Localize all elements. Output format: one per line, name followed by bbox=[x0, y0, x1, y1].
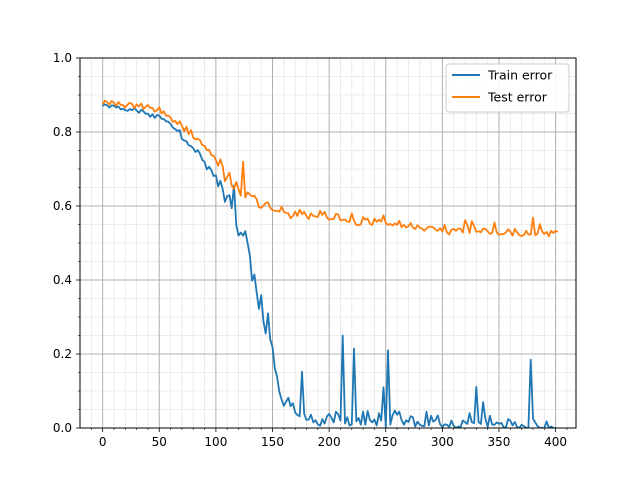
y-axis: 0.0 0.2 0.4 0.6 0.8 1.0 bbox=[53, 51, 80, 435]
y-tick-label: 0.2 bbox=[53, 347, 72, 361]
x-tick-label: 0 bbox=[99, 435, 107, 449]
y-tick-label: 0.8 bbox=[53, 125, 72, 139]
series-line-test-error bbox=[101, 99, 559, 238]
legend-label: Test error bbox=[487, 90, 548, 105]
x-tick-label: 50 bbox=[152, 435, 167, 449]
y-tick-label: 0.0 bbox=[53, 421, 72, 435]
x-axis: 0 50 100 150 200 250 300 350 400 bbox=[91, 428, 568, 449]
y-tick-label: 0.4 bbox=[53, 273, 72, 287]
series-line-train-error bbox=[102, 103, 556, 428]
minor-grid bbox=[80, 58, 576, 428]
y-tick-label: 0.6 bbox=[53, 199, 72, 213]
x-tick-label: 150 bbox=[261, 435, 284, 449]
x-tick-label: 250 bbox=[374, 435, 397, 449]
x-tick-label: 400 bbox=[544, 435, 567, 449]
x-tick-label: 200 bbox=[318, 435, 341, 449]
legend: Train error Test error bbox=[445, 63, 570, 113]
x-tick-label: 350 bbox=[488, 435, 511, 449]
series-layer bbox=[101, 99, 559, 428]
y-tick-label: 1.0 bbox=[53, 51, 72, 65]
x-tick-label: 100 bbox=[204, 435, 227, 449]
x-tick-label: 300 bbox=[431, 435, 454, 449]
legend-label: Train error bbox=[487, 68, 553, 83]
